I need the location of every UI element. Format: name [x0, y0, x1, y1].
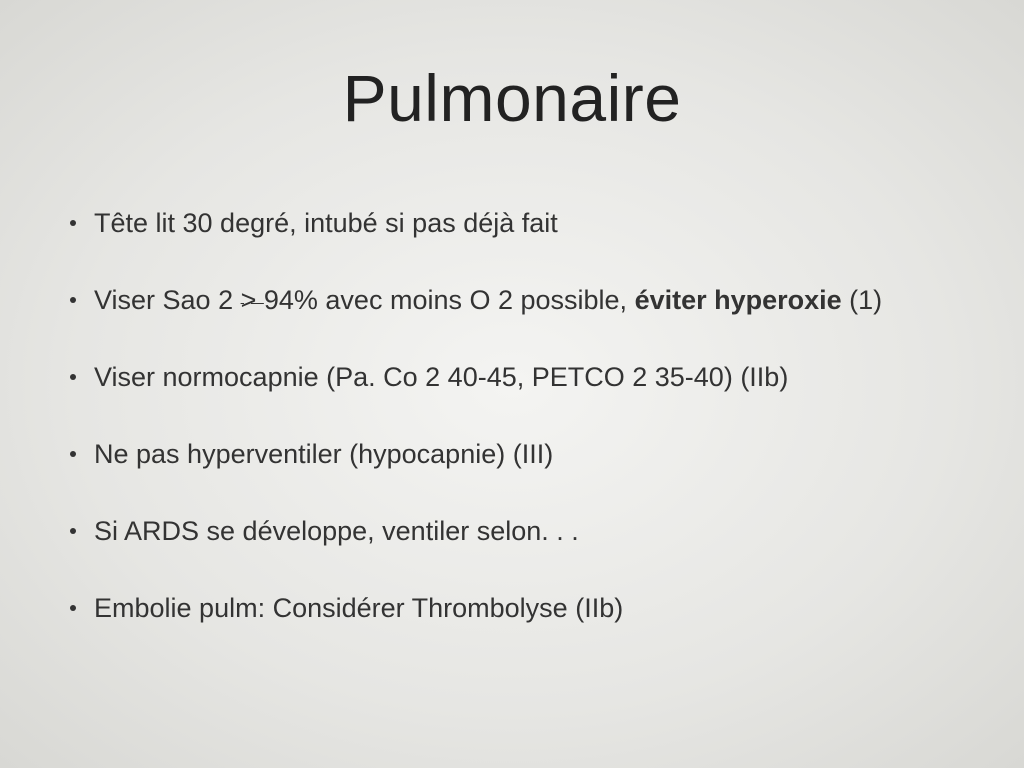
bullet-item: Ne pas hyperventiler (hypocapnie) (III) — [70, 437, 964, 472]
bullet-dot-icon — [70, 374, 76, 380]
bullet-dot-icon — [70, 605, 76, 611]
bullet-text: Viser Sao 2 > 94% avec moins O 2 possibl… — [94, 283, 964, 318]
bullet-text-part: > — [241, 285, 264, 315]
bullet-text-part: 94% avec moins O 2 possible, — [264, 285, 635, 315]
slide-container: Pulmonaire Tête lit 30 degré, intubé si … — [0, 0, 1024, 768]
bullet-text-part: Viser normocapnie (Pa. Co 2 40-45, PETCO… — [94, 362, 788, 392]
bullet-text-part: Embolie pulm: Considérer Thrombolyse (II… — [94, 593, 623, 623]
bullet-text: Ne pas hyperventiler (hypocapnie) (III) — [94, 437, 964, 472]
bullet-item: Viser normocapnie (Pa. Co 2 40-45, PETCO… — [70, 360, 964, 395]
bullet-item: Tête lit 30 degré, intubé si pas déjà fa… — [70, 206, 964, 241]
bullet-list: Tête lit 30 degré, intubé si pas déjà fa… — [60, 206, 964, 627]
bullet-text-part: Si ARDS se développe, ventiler selon. . … — [94, 516, 579, 546]
bullet-text: Tête lit 30 degré, intubé si pas déjà fa… — [94, 206, 964, 241]
bullet-text-part: éviter hyperoxie — [635, 285, 842, 315]
bullet-item: Embolie pulm: Considérer Thrombolyse (II… — [70, 591, 964, 626]
bullet-dot-icon — [70, 451, 76, 457]
bullet-text: Si ARDS se développe, ventiler selon. . … — [94, 514, 964, 549]
bullet-dot-icon — [70, 297, 76, 303]
bullet-text: Embolie pulm: Considérer Thrombolyse (II… — [94, 591, 964, 626]
bullet-text-part: Tête lit 30 degré, intubé si pas déjà fa… — [94, 208, 558, 238]
bullet-dot-icon — [70, 220, 76, 226]
slide-title: Pulmonaire — [60, 60, 964, 136]
bullet-text: Viser normocapnie (Pa. Co 2 40-45, PETCO… — [94, 360, 964, 395]
bullet-dot-icon — [70, 528, 76, 534]
bullet-text-part: (1) — [842, 285, 883, 315]
bullet-item: Viser Sao 2 > 94% avec moins O 2 possibl… — [70, 283, 964, 318]
bullet-text-part: Ne pas hyperventiler (hypocapnie) (III) — [94, 439, 553, 469]
bullet-text-part: Viser Sao 2 — [94, 285, 241, 315]
bullet-item: Si ARDS se développe, ventiler selon. . … — [70, 514, 964, 549]
